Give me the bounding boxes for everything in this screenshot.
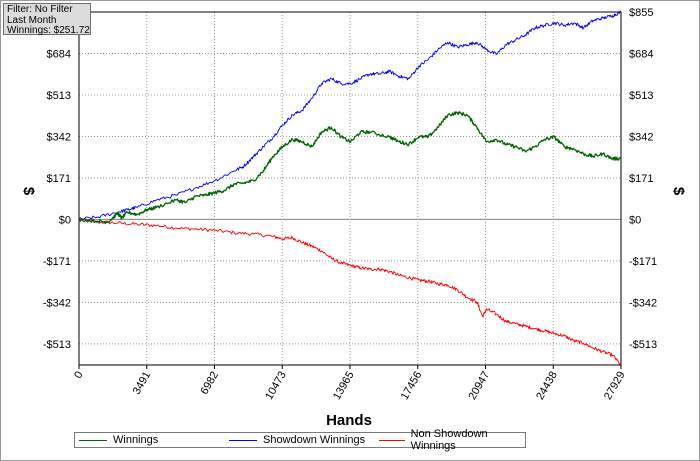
legend-label: Non Showdown Winnings — [410, 428, 488, 452]
x-tick-label: 24438 — [534, 370, 560, 402]
y-tick-label-right: $342 — [629, 131, 653, 143]
y-tick-label-left: $171 — [47, 173, 71, 185]
y-tick-label-left: -$171 — [43, 256, 71, 268]
legend: Winnings Showdown Winnings Non Showdown Wi… — [74, 428, 526, 452]
y-axis-title-right: $ — [670, 187, 687, 196]
grid — [79, 11, 621, 365]
filter-info-box: Filter: No Filter Last Month Winnings: $… — [3, 3, 91, 37]
legend-label: Winnings — [113, 434, 159, 446]
y-tick-label-left: -$513 — [43, 339, 71, 351]
x-axis-title: Hands — [326, 412, 372, 429]
legend-item-showdown-winnings: Showdown Winnings — [225, 434, 375, 446]
x-tick-label: 13965 — [331, 370, 357, 402]
series-line-non-showdown-winnings — [78, 217, 622, 366]
legend-swatch — [79, 439, 107, 441]
x-tick-label: 10473 — [263, 370, 289, 402]
series-lines — [78, 10, 622, 366]
y-tick-label-right: -$342 — [629, 297, 657, 309]
y-tick-label-right: $855 — [629, 7, 653, 19]
y-tick-label-left: $342 — [47, 131, 71, 143]
series-line-showdown-winnings — [78, 10, 622, 220]
series-line-winnings — [78, 111, 622, 225]
axes — [78, 11, 622, 369]
legend-swatch — [229, 439, 257, 441]
legend-item-winnings: Winnings — [75, 434, 225, 446]
y-tick-label-right: -$513 — [629, 339, 657, 351]
winnings-total-label: Winnings: $251.72 — [7, 25, 90, 37]
y-tick-label-right: $171 — [629, 173, 653, 185]
y-tick-label-right: $684 — [629, 48, 653, 60]
y-tick-label-left: $0 — [59, 214, 71, 226]
y-tick-label-left: -$342 — [43, 297, 71, 309]
legend-swatch — [379, 439, 405, 441]
y-tick-label-left: $513 — [47, 90, 71, 102]
period-label: Last Month — [7, 14, 57, 26]
legend-item-non-showdown-winnings: Non Showdown Winnings — [375, 428, 525, 452]
x-tick-label: 27929 — [602, 370, 628, 402]
y-tick-label-left: $684 — [47, 48, 71, 60]
x-tick-label: 3491 — [131, 370, 154, 397]
x-tick-label: 17456 — [399, 370, 425, 402]
x-tick-label: 6982 — [198, 370, 221, 397]
y-tick-label-right: $0 — [629, 214, 641, 226]
filter-label: Filter: No Filter — [7, 4, 73, 15]
legend-label: Showdown Winnings — [263, 434, 366, 446]
x-tick-label: 0 — [72, 370, 85, 381]
y-axis-title-left: $ — [20, 187, 37, 196]
y-tick-label-right: -$171 — [629, 256, 657, 268]
y-tick-label-right: $513 — [629, 90, 653, 102]
x-tick-label: 20947 — [466, 370, 492, 402]
